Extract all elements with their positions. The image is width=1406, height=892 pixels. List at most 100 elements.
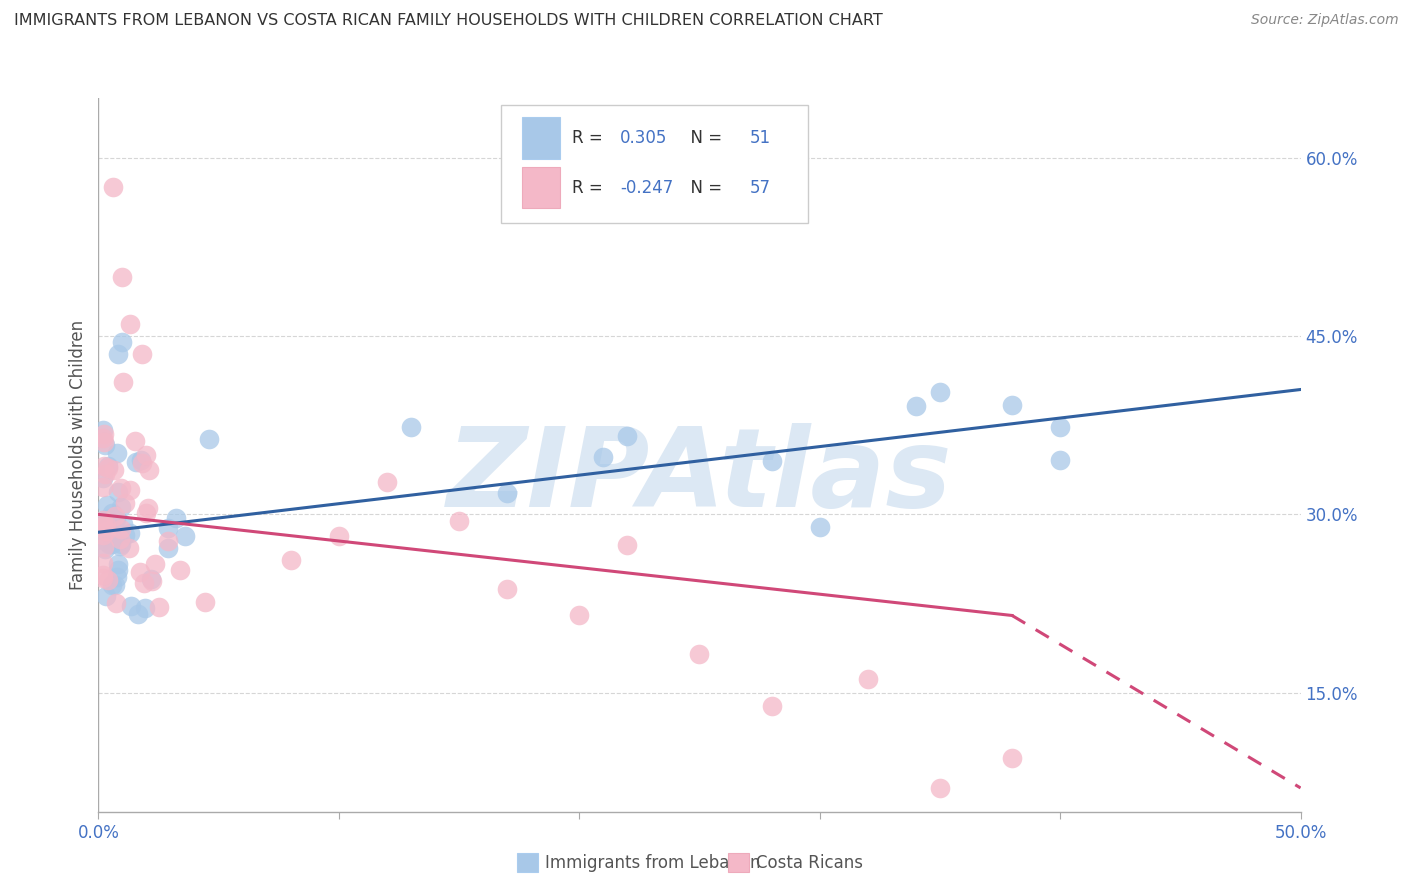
Point xyxy=(904,399,927,413)
Point xyxy=(110,537,132,551)
Point xyxy=(91,513,114,527)
Point xyxy=(136,500,159,515)
Point xyxy=(97,459,120,474)
Point xyxy=(135,448,157,462)
Point xyxy=(134,575,156,590)
Point xyxy=(94,518,117,533)
Point xyxy=(496,582,519,596)
Point xyxy=(94,524,117,539)
Point xyxy=(91,471,114,485)
Point xyxy=(93,540,115,554)
Point xyxy=(110,500,132,514)
Point xyxy=(124,434,146,449)
Point xyxy=(328,529,350,543)
Bar xyxy=(522,167,560,209)
Point xyxy=(94,541,117,556)
Point xyxy=(447,514,470,528)
Point xyxy=(148,600,170,615)
Point xyxy=(131,347,153,361)
Point xyxy=(91,518,114,533)
Point xyxy=(105,596,128,610)
Point xyxy=(111,269,134,284)
Point xyxy=(165,511,187,525)
Point xyxy=(94,589,117,603)
Text: -0.247: -0.247 xyxy=(620,178,673,196)
FancyBboxPatch shape xyxy=(501,105,807,223)
Point xyxy=(111,517,134,532)
Point xyxy=(104,512,127,526)
Point xyxy=(928,780,950,795)
Point xyxy=(97,461,120,475)
Point xyxy=(101,506,124,520)
Point xyxy=(375,475,398,489)
Text: ZIPAtlas: ZIPAtlas xyxy=(447,423,952,530)
Point xyxy=(592,450,614,465)
Point xyxy=(197,433,219,447)
Point xyxy=(107,557,129,571)
Point xyxy=(761,454,783,468)
Point xyxy=(129,452,152,467)
Point xyxy=(91,432,114,446)
Point xyxy=(124,455,146,469)
Point xyxy=(91,480,114,494)
Point xyxy=(103,463,125,477)
Point xyxy=(104,577,127,591)
Point xyxy=(98,537,121,551)
Point xyxy=(120,525,142,540)
Text: 51: 51 xyxy=(749,129,770,147)
Point xyxy=(156,521,179,535)
Text: N =: N = xyxy=(681,178,728,196)
Point xyxy=(856,673,879,687)
Point xyxy=(139,572,162,586)
Text: R =: R = xyxy=(572,178,607,196)
Point xyxy=(96,499,118,513)
Point xyxy=(91,556,114,570)
Point xyxy=(91,527,114,541)
Point xyxy=(108,540,131,554)
Point xyxy=(97,573,120,587)
Point xyxy=(91,568,114,582)
Point xyxy=(120,599,142,613)
Point xyxy=(100,537,122,551)
Point xyxy=(118,317,141,331)
Point xyxy=(114,495,136,509)
Point xyxy=(1049,452,1071,467)
Point xyxy=(94,438,117,452)
Point xyxy=(688,647,710,661)
Text: Source: ZipAtlas.com: Source: ZipAtlas.com xyxy=(1251,13,1399,28)
Point xyxy=(131,456,153,470)
Y-axis label: Family Households with Children: Family Households with Children xyxy=(69,320,87,590)
Point xyxy=(93,434,115,449)
Point xyxy=(1001,398,1024,412)
Text: IMMIGRANTS FROM LEBANON VS COSTA RICAN FAMILY HOUSEHOLDS WITH CHILDREN CORRELATI: IMMIGRANTS FROM LEBANON VS COSTA RICAN F… xyxy=(14,13,883,29)
Point xyxy=(928,384,950,399)
Point xyxy=(156,533,179,548)
Point xyxy=(761,698,783,713)
Point xyxy=(1001,751,1024,765)
Text: 0.305: 0.305 xyxy=(620,129,668,147)
Bar xyxy=(522,117,560,159)
Point xyxy=(91,570,114,584)
Point xyxy=(169,563,191,577)
Point xyxy=(496,486,519,500)
Point xyxy=(110,532,132,546)
Point xyxy=(107,347,129,361)
Point xyxy=(104,509,127,524)
Point xyxy=(107,484,129,499)
Point xyxy=(105,570,128,584)
Point xyxy=(91,423,114,437)
Point xyxy=(105,446,128,460)
Point xyxy=(616,538,638,552)
Point xyxy=(568,607,591,622)
Point xyxy=(107,563,129,577)
Point xyxy=(128,565,150,579)
Point xyxy=(616,429,638,443)
Point xyxy=(141,574,163,588)
Point xyxy=(399,420,422,434)
Point xyxy=(194,594,217,608)
Point xyxy=(138,463,160,477)
Text: Costa Ricans: Costa Ricans xyxy=(756,854,863,871)
Point xyxy=(97,512,120,526)
Point xyxy=(143,558,166,572)
Text: 57: 57 xyxy=(749,178,770,196)
